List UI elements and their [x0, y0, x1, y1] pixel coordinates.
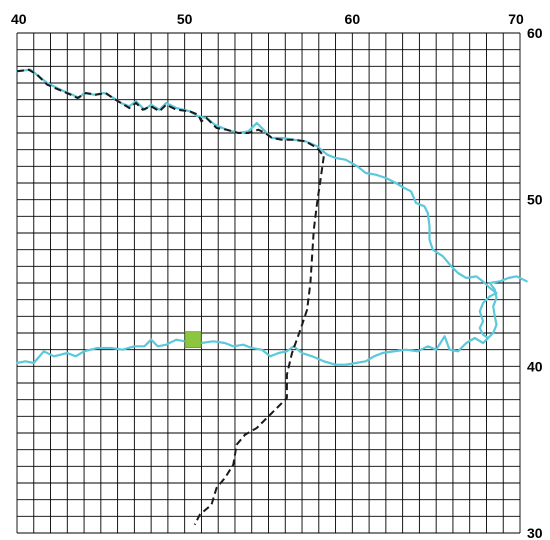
boundary-dashed-south: [193, 156, 325, 526]
y-tick-label: 50: [527, 192, 543, 208]
y-tick-label: 30: [527, 525, 543, 540]
river-line-south: [15, 275, 528, 366]
y-tick-label: 40: [527, 358, 543, 374]
y-tick-label: 60: [527, 25, 543, 41]
x-tick-label: 50: [177, 11, 193, 27]
x-tick-label: 40: [11, 11, 27, 27]
x-tick-label: 60: [345, 11, 361, 27]
x-tick-label: 70: [508, 11, 524, 27]
boundary-dashed-north: [16, 68, 325, 157]
map-features: [15, 68, 528, 526]
location-marker: [184, 331, 202, 349]
